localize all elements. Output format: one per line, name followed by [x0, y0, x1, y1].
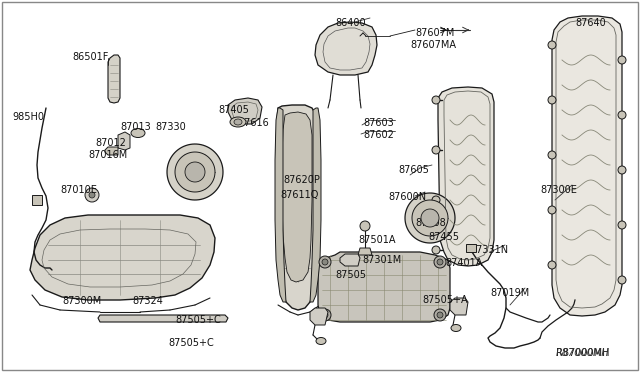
- Text: 87505+A: 87505+A: [422, 295, 468, 305]
- Circle shape: [548, 261, 556, 269]
- Polygon shape: [466, 244, 476, 252]
- Text: 87016M: 87016M: [88, 150, 127, 160]
- Text: 87300E: 87300E: [540, 185, 577, 195]
- Ellipse shape: [234, 119, 242, 125]
- Text: 87505: 87505: [335, 270, 366, 280]
- Polygon shape: [282, 112, 312, 282]
- Circle shape: [548, 151, 556, 159]
- Text: 87501A: 87501A: [358, 235, 396, 245]
- Text: R87000MH: R87000MH: [556, 348, 610, 358]
- Circle shape: [548, 206, 556, 214]
- Circle shape: [432, 246, 440, 254]
- Text: 87620P: 87620P: [283, 175, 320, 185]
- Text: 87019M: 87019M: [490, 288, 529, 298]
- Polygon shape: [405, 193, 455, 243]
- Text: 87405: 87405: [218, 105, 249, 115]
- Polygon shape: [228, 98, 262, 124]
- Circle shape: [437, 312, 443, 318]
- Circle shape: [437, 259, 443, 265]
- Text: 87013: 87013: [120, 122, 151, 132]
- Polygon shape: [318, 252, 450, 322]
- Text: 87602: 87602: [363, 130, 394, 140]
- Circle shape: [618, 56, 626, 64]
- Polygon shape: [358, 248, 372, 255]
- Text: 87324: 87324: [132, 296, 163, 306]
- Text: R87000MH: R87000MH: [556, 348, 609, 358]
- Text: 87600N: 87600N: [388, 192, 426, 202]
- Text: 86400: 86400: [335, 18, 365, 28]
- Polygon shape: [310, 308, 328, 325]
- Circle shape: [618, 166, 626, 174]
- Polygon shape: [412, 200, 448, 236]
- Circle shape: [434, 256, 446, 268]
- Text: 87505+C: 87505+C: [168, 338, 214, 348]
- Polygon shape: [276, 105, 318, 310]
- Text: 87300M: 87300M: [62, 296, 101, 306]
- Text: 87331N: 87331N: [470, 245, 508, 255]
- Circle shape: [319, 256, 331, 268]
- Polygon shape: [98, 315, 228, 322]
- Circle shape: [618, 276, 626, 284]
- Circle shape: [322, 259, 328, 265]
- Circle shape: [322, 312, 328, 318]
- Circle shape: [319, 309, 331, 321]
- Circle shape: [432, 196, 440, 204]
- Polygon shape: [118, 132, 130, 150]
- Text: 87607M: 87607M: [415, 28, 454, 38]
- Text: 87401A: 87401A: [445, 258, 483, 268]
- Circle shape: [85, 188, 99, 202]
- Polygon shape: [185, 162, 205, 182]
- Circle shape: [618, 221, 626, 229]
- Polygon shape: [108, 55, 120, 103]
- Text: 87301M: 87301M: [362, 255, 401, 265]
- Text: 87505+C: 87505+C: [175, 315, 221, 325]
- Circle shape: [618, 111, 626, 119]
- Polygon shape: [275, 108, 286, 302]
- Text: 87616: 87616: [238, 118, 269, 128]
- Circle shape: [360, 221, 370, 231]
- Polygon shape: [552, 16, 622, 316]
- Text: 87012: 87012: [95, 138, 126, 148]
- Polygon shape: [450, 298, 468, 315]
- Ellipse shape: [131, 128, 145, 138]
- Ellipse shape: [230, 117, 246, 127]
- Text: 86501F: 86501F: [72, 52, 108, 62]
- Text: 87605: 87605: [398, 165, 429, 175]
- Polygon shape: [421, 209, 439, 227]
- Polygon shape: [340, 254, 360, 266]
- Polygon shape: [105, 147, 118, 155]
- Ellipse shape: [316, 337, 326, 344]
- Text: 87455: 87455: [428, 232, 459, 242]
- Text: 87330: 87330: [155, 122, 186, 132]
- Text: 87603: 87603: [363, 118, 394, 128]
- Text: 87608: 87608: [415, 218, 445, 228]
- Circle shape: [548, 41, 556, 49]
- Circle shape: [548, 96, 556, 104]
- Circle shape: [432, 96, 440, 104]
- Polygon shape: [167, 144, 223, 200]
- Polygon shape: [310, 108, 321, 302]
- Polygon shape: [438, 87, 494, 266]
- Circle shape: [432, 146, 440, 154]
- Circle shape: [89, 192, 95, 198]
- Polygon shape: [30, 215, 215, 300]
- Polygon shape: [175, 152, 215, 192]
- Ellipse shape: [451, 324, 461, 331]
- Text: 985H0: 985H0: [12, 112, 44, 122]
- Text: 87010E: 87010E: [60, 185, 97, 195]
- Circle shape: [434, 309, 446, 321]
- Text: 87611Q: 87611Q: [280, 190, 318, 200]
- Text: 87640: 87640: [575, 18, 605, 28]
- Polygon shape: [315, 22, 377, 75]
- Text: 87607MA: 87607MA: [410, 40, 456, 50]
- Polygon shape: [32, 195, 42, 205]
